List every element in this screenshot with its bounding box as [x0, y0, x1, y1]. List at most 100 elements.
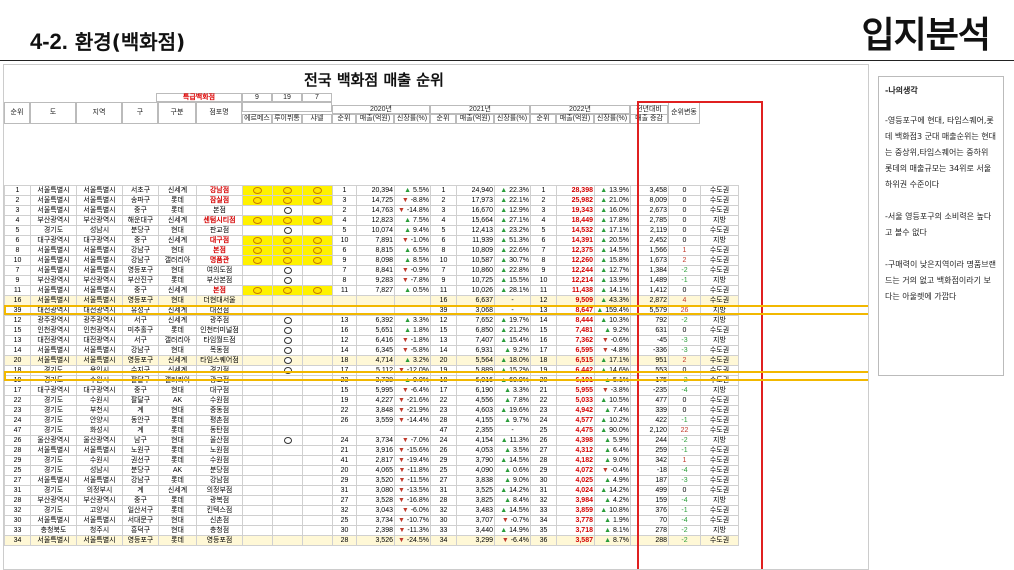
cell-value: 지방 — [713, 437, 726, 444]
cell-value: 지방 — [713, 317, 726, 324]
cell-value: 631 — [655, 327, 667, 334]
up-arrow-icon: ▲ — [600, 247, 610, 254]
cell-value: 인천터미널점 — [200, 327, 239, 334]
cell-value: 3,738 — [375, 377, 393, 384]
table-row: 33 충청북도 청주시 흥덕구 현대 충청점 30 2,398 ▼ -11.3% 33 3,440 ▲… — [4, 525, 739, 536]
cell-value: 5 — [342, 227, 347, 234]
cell-19: 26 — [668, 305, 701, 316]
cell-1: 경기도 — [30, 465, 77, 476]
cell-9: 3 — [332, 195, 357, 206]
col-header-18: 매출 증감 — [630, 114, 668, 124]
cell-value: 1 — [15, 187, 20, 194]
cell-value: 17 — [340, 367, 349, 374]
cell-18: 187 — [630, 475, 669, 486]
cell-20: 지방 — [700, 315, 739, 326]
cell-value: 중구 — [134, 207, 147, 214]
cell-value: 수원시 — [89, 457, 110, 464]
cell-13: 5,564 — [456, 355, 495, 366]
cell-value: 23 — [13, 407, 22, 414]
table-row: 3 서울특별시 서울특별시 중구 롯데 본점 2 14,763 ▼ -14.8% 3 16,670 ▲… — [4, 205, 739, 216]
cell-6 — [242, 425, 273, 436]
cell-15: 31 — [530, 485, 557, 496]
down-arrow-icon: ▼ — [401, 267, 411, 274]
up-arrow-icon: ▲ — [404, 287, 414, 294]
cell-9: 17 — [332, 365, 357, 376]
cell-value: 10 — [340, 237, 349, 244]
cell-value: 경기도 — [43, 397, 64, 404]
cell-value: -4 — [681, 467, 688, 474]
cell-value: -7.8% — [410, 277, 429, 284]
cell-2: 서울특별시 — [76, 475, 123, 486]
cell-value: 8.5% — [413, 257, 429, 264]
down-arrow-icon: ▼ — [401, 237, 411, 244]
cell-15: 3 — [530, 205, 557, 216]
cell-5: 타임월드점 — [196, 335, 243, 346]
cell-15: 18 — [530, 355, 557, 366]
cell-2: 서울특별시 — [76, 185, 123, 196]
table-row: 8 서울특별시 서울특별시 강남구 현대 본점 6 8,815 ▲ 6.5% 8 10,809 ▲ 2… — [4, 245, 739, 256]
cell-value: 0.0% — [413, 377, 429, 384]
cell-value: 대전광역시 — [37, 337, 70, 344]
cell-value: 3,587 — [575, 537, 593, 544]
cell-value: 21 — [340, 447, 349, 454]
cell-value: 12.7% — [609, 267, 629, 274]
cell-value: 4 — [541, 217, 546, 224]
cell-13: 3,525 — [456, 485, 495, 496]
cell-value: 중구 — [134, 237, 147, 244]
note-paragraph-1: -영등포구에 현대, 타임스퀘어,롯데 백화점3 군대 매출순위는 현대는 중상… — [885, 116, 996, 189]
cell-14: ▲ 19.7% — [494, 315, 531, 326]
cell-value: 롯데 — [171, 457, 184, 464]
cell-7 — [272, 375, 303, 386]
cell-value: 36 — [539, 537, 548, 544]
cell-18: 288 — [630, 535, 669, 546]
cell-10: 8,098 — [356, 255, 395, 266]
cell-value: 16 — [539, 337, 548, 344]
title-divider — [0, 60, 1014, 61]
cell-value: 5,955 — [575, 387, 593, 394]
cell-value: 8,098 — [375, 257, 393, 264]
cell-4: 신세계 — [158, 215, 197, 226]
cell-20: 지방 — [700, 495, 739, 506]
up-arrow-icon: ▲ — [600, 507, 610, 514]
cell-value: 청주시 — [89, 527, 110, 534]
cell-value: 수도권 — [709, 447, 730, 454]
cell-value: 31 — [340, 487, 349, 494]
cell-value: 1 — [682, 247, 687, 254]
cell-19: -1 — [668, 275, 701, 286]
cell-value: 2 — [682, 357, 687, 364]
cell-11: ▲ 3.3% — [394, 315, 431, 326]
cell-value: 175 — [655, 377, 667, 384]
cell-value: 권선구 — [130, 457, 151, 464]
cell-0: 1 — [4, 185, 31, 196]
cell-value: 10.2% — [609, 417, 629, 424]
cell-0: 15 — [4, 325, 31, 336]
cell-value: 신세계 — [167, 287, 188, 294]
cell-value: 수도권 — [709, 397, 730, 404]
cell-value: 2,398 — [375, 527, 393, 534]
cell-value: 10,809 — [471, 247, 493, 254]
cell-value: 분당구 — [130, 467, 151, 474]
cell-9: 16 — [332, 325, 357, 336]
cell-3: 서구 — [122, 335, 159, 346]
cell-7 — [272, 525, 303, 536]
cell-value: 영등포구 — [127, 537, 154, 544]
cell-13: 15,664 — [456, 215, 495, 226]
cell-1: 경기도 — [30, 485, 77, 496]
cell-6 — [242, 235, 273, 246]
cell-15: 9 — [530, 265, 557, 276]
cell-8 — [302, 225, 333, 236]
cell-value: -1 — [681, 277, 688, 284]
cell-0: 39 — [4, 305, 31, 316]
cell-value: -14.8% — [406, 207, 429, 214]
cell-9: 10 — [332, 235, 357, 246]
cell-value: 3,043 — [375, 507, 393, 514]
cell-value: -4.8% — [610, 347, 629, 354]
cell-value: 3,483 — [475, 507, 493, 514]
cell-value: 남구 — [134, 437, 147, 444]
cell-6 — [242, 355, 273, 366]
cell-5: 광교점 — [196, 375, 243, 386]
cell-value: 24 — [539, 417, 548, 424]
cell-3: 중구 — [122, 285, 159, 296]
cell-17: ▲ 4.2% — [594, 495, 631, 506]
cell-17: ▲ 8.1% — [594, 525, 631, 536]
